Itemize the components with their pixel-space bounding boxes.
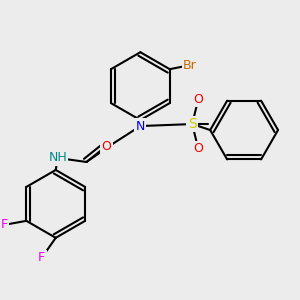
Text: O: O [101,140,111,152]
Text: N: N [136,120,145,133]
Text: NH: NH [48,152,67,164]
Text: O: O [193,142,203,155]
Text: Br: Br [183,59,196,72]
Text: F: F [1,218,8,231]
Text: O: O [193,93,203,106]
Text: S: S [188,117,197,131]
Text: F: F [38,251,45,264]
